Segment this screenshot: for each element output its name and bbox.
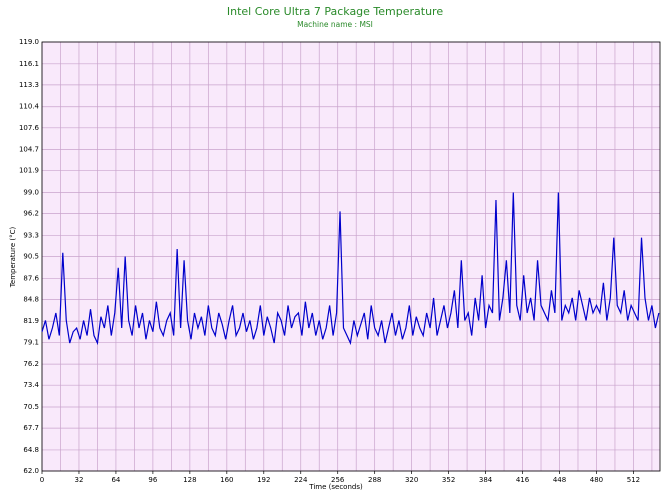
x-tick-label: 512 bbox=[627, 476, 640, 484]
y-tick-label: 87.6 bbox=[23, 274, 39, 282]
x-tick-label: 416 bbox=[516, 476, 530, 484]
y-tick-label: 101.9 bbox=[19, 167, 39, 175]
x-tick-label: 224 bbox=[294, 476, 308, 484]
y-tick-label: 116.1 bbox=[19, 60, 39, 68]
x-tick-label: 320 bbox=[405, 476, 418, 484]
x-tick-label: 288 bbox=[368, 476, 381, 484]
y-tick-label: 79.1 bbox=[23, 338, 39, 346]
x-tick-label: 128 bbox=[183, 476, 196, 484]
y-tick-label: 113.3 bbox=[19, 81, 39, 89]
x-tick-label: 160 bbox=[220, 476, 233, 484]
x-tick-label: 32 bbox=[75, 476, 84, 484]
y-tick-label: 104.7 bbox=[19, 146, 39, 154]
y-tick-label: 76.2 bbox=[23, 360, 39, 368]
x-axis-label: Time (seconds) bbox=[308, 483, 363, 491]
x-tick-label: 352 bbox=[442, 476, 455, 484]
x-tick-label: 448 bbox=[553, 476, 566, 484]
y-tick-label: 96.2 bbox=[23, 210, 39, 218]
x-tick-label: 96 bbox=[148, 476, 157, 484]
plot-border bbox=[41, 41, 661, 472]
y-tick-label: 90.5 bbox=[23, 253, 39, 261]
y-tick-label: 81.9 bbox=[23, 317, 39, 325]
x-tick-label: 480 bbox=[590, 476, 603, 484]
y-tick-label: 119.0 bbox=[19, 38, 39, 46]
chart-title: Intel Core Ultra 7 Package Temperature bbox=[227, 5, 443, 18]
y-tick-label: 107.6 bbox=[19, 124, 40, 132]
y-tick-label: 99.0 bbox=[23, 189, 39, 197]
x-tick-label: 256 bbox=[331, 476, 345, 484]
y-tick-label: 93.3 bbox=[23, 231, 39, 239]
y-tick-label: 62.0 bbox=[23, 467, 39, 475]
y-axis-label: Temperature (°C) bbox=[9, 227, 17, 289]
x-tick-label: 384 bbox=[479, 476, 493, 484]
series-line bbox=[41, 192, 660, 346]
y-tick-label: 70.5 bbox=[23, 403, 39, 411]
x-tick-label: 0 bbox=[40, 476, 44, 484]
y-tick-label: 73.4 bbox=[23, 381, 39, 389]
y-tick-label: 64.8 bbox=[23, 446, 39, 454]
y-tick-label: 84.8 bbox=[23, 295, 39, 303]
y-tick-label: 110.4 bbox=[19, 103, 40, 111]
chart-subtitle: Machine name : MSI bbox=[297, 20, 373, 29]
x-tick-label: 192 bbox=[257, 476, 270, 484]
x-tick-label: 64 bbox=[111, 476, 120, 484]
y-tick-label: 67.7 bbox=[23, 424, 39, 432]
